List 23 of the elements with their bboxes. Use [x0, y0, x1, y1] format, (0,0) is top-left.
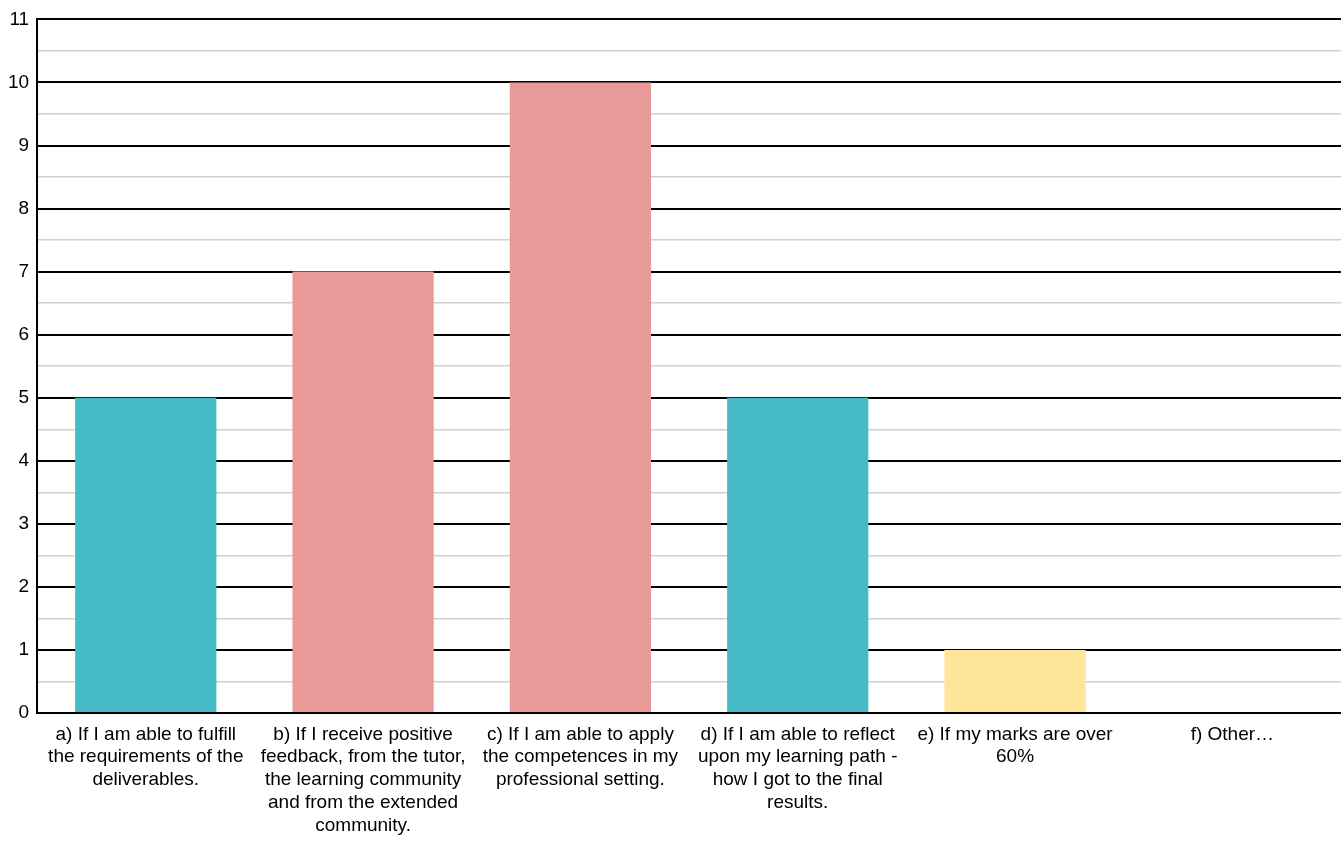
y-tick-label: 7	[18, 259, 30, 281]
y-tick-label: 2	[18, 575, 30, 597]
y-tick-label: 8	[18, 196, 30, 218]
bar	[292, 271, 434, 712]
y-tick-label: 5	[18, 385, 30, 407]
y-tick-label: 11	[9, 7, 30, 29]
x-tick-label: e) If my marks are over 60%	[917, 722, 1114, 767]
x-tick-label: b) If I receive positive feedback, from the tutor, the learning community and from the extended community.	[260, 722, 466, 835]
bar	[509, 82, 652, 712]
bar	[944, 649, 1086, 712]
y-tick-label: 6	[18, 322, 30, 344]
x-tick-label: f) Other…	[1190, 722, 1275, 744]
y-tick-label: 4	[18, 449, 30, 471]
y-tick-label: 3	[18, 512, 30, 534]
x-tick-label: a) If I am able to fulfill the requirements of the deliverables.	[48, 722, 244, 790]
bar	[727, 397, 869, 712]
bar	[75, 397, 217, 712]
y-tick-label: 10	[7, 70, 30, 92]
y-tick-label: 0	[18, 701, 30, 723]
y-tick-label: 9	[18, 133, 30, 155]
x-tick-label: d) If I am able to reflect upon my learning path - how I got to the final results.	[697, 722, 898, 813]
x-tick-label: c) If I am able to apply the competences in my professional setting.	[482, 722, 679, 790]
y-tick-label: 1	[18, 638, 30, 660]
